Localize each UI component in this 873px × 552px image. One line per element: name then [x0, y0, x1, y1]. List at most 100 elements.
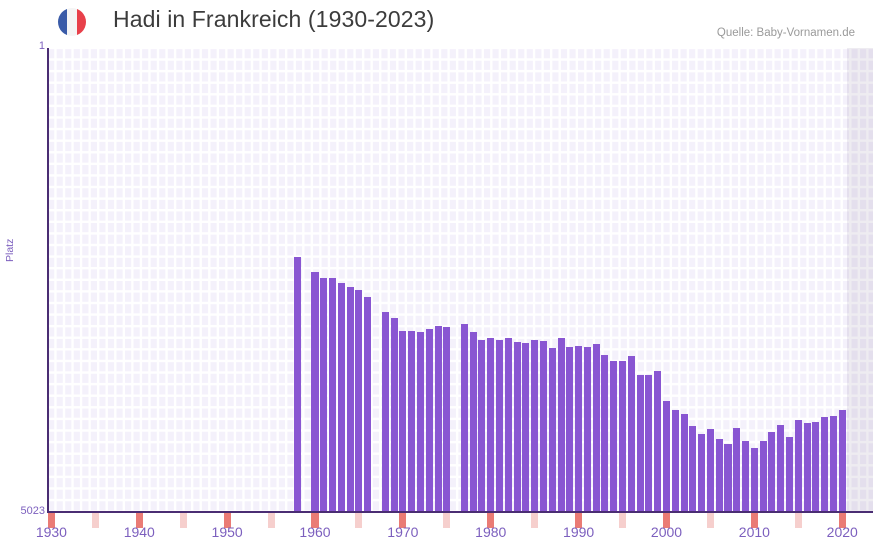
- bar[interactable]: [610, 361, 618, 512]
- x-tick-major: [838, 513, 846, 528]
- bar[interactable]: [390, 317, 398, 512]
- x-tick-minor: [531, 513, 539, 528]
- bar[interactable]: [654, 371, 662, 512]
- bar[interactable]: [671, 410, 679, 512]
- bar[interactable]: [337, 283, 345, 512]
- bar[interactable]: [531, 339, 539, 512]
- bar[interactable]: [627, 355, 635, 512]
- bar[interactable]: [733, 427, 741, 512]
- bar[interactable]: [759, 440, 767, 512]
- bar[interactable]: [399, 330, 407, 512]
- y-axis-label: Platz: [4, 238, 16, 262]
- bar[interactable]: [557, 337, 565, 512]
- x-tick-minor: [267, 513, 275, 528]
- flag-stripe-blue: [58, 8, 68, 36]
- x-axis-tick-label: 1950: [211, 524, 243, 540]
- bar[interactable]: [829, 415, 837, 512]
- bar[interactable]: [662, 400, 670, 512]
- bar[interactable]: [513, 341, 521, 512]
- chart-header: Hadi in Frankreich (1930-2023) Quelle: B…: [0, 0, 873, 44]
- x-tick-minor: [794, 513, 802, 528]
- bar[interactable]: [364, 297, 372, 512]
- x-axis-tick-label: 1930: [35, 524, 67, 540]
- bar[interactable]: [478, 339, 486, 512]
- bar[interactable]: [346, 287, 354, 512]
- no-data-region: [846, 48, 873, 512]
- bar[interactable]: [794, 420, 802, 512]
- bar[interactable]: [575, 346, 583, 512]
- bar[interactable]: [592, 343, 600, 512]
- bar[interactable]: [539, 340, 547, 512]
- bar[interactable]: [777, 424, 785, 512]
- x-tick-minor: [706, 513, 714, 528]
- bar[interactable]: [724, 444, 732, 512]
- bar[interactable]: [408, 330, 416, 512]
- x-tick-major: [399, 513, 407, 528]
- bar[interactable]: [821, 416, 829, 512]
- x-axis-tick-label: 1960: [299, 524, 331, 540]
- y-axis-tick-top: 1: [38, 40, 45, 52]
- x-tick-minor: [355, 513, 363, 528]
- bar[interactable]: [460, 324, 468, 512]
- bar[interactable]: [680, 413, 688, 512]
- x-axis-tick-label: 1970: [387, 524, 419, 540]
- bar[interactable]: [698, 434, 706, 512]
- bar[interactable]: [566, 347, 574, 512]
- x-tick-minor: [443, 513, 451, 528]
- x-axis-tick-label: 1980: [475, 524, 507, 540]
- bar[interactable]: [381, 311, 389, 512]
- x-tick-major: [487, 513, 495, 528]
- x-tick-minor: [619, 513, 627, 528]
- x-axis-tick-label: 2010: [738, 524, 770, 540]
- bar[interactable]: [487, 338, 495, 512]
- bar[interactable]: [434, 326, 442, 512]
- x-tick-major: [662, 513, 670, 528]
- bar[interactable]: [425, 329, 433, 512]
- x-tick-major: [575, 513, 583, 528]
- bar[interactable]: [689, 425, 697, 512]
- x-tick-major: [135, 513, 143, 528]
- bar[interactable]: [803, 423, 811, 512]
- bar[interactable]: [583, 346, 591, 512]
- x-axis-tick-label: 2000: [650, 524, 683, 540]
- x-axis-line: [47, 511, 873, 513]
- bar[interactable]: [496, 339, 504, 512]
- page-title: Hadi in Frankreich (1930-2023): [113, 6, 435, 32]
- bar[interactable]: [645, 375, 653, 512]
- bar[interactable]: [355, 289, 363, 512]
- bar[interactable]: [838, 410, 846, 512]
- france-flag-icon: [58, 8, 86, 36]
- flag-stripe-red: [76, 8, 86, 36]
- x-tick-major: [223, 513, 231, 528]
- bar[interactable]: [522, 342, 530, 512]
- bar[interactable]: [469, 332, 477, 512]
- bar[interactable]: [619, 361, 627, 512]
- bar[interactable]: [768, 432, 776, 512]
- x-axis-tick-label: 2020: [826, 524, 858, 540]
- x-tick-major: [750, 513, 758, 528]
- x-tick-major: [311, 513, 319, 528]
- plot-area: [47, 48, 873, 512]
- bar[interactable]: [750, 447, 758, 512]
- source-attribution: Quelle: Baby-Vornamen.de: [716, 27, 855, 39]
- bar[interactable]: [443, 327, 451, 512]
- bar[interactable]: [311, 271, 319, 512]
- bar[interactable]: [329, 277, 337, 512]
- bar[interactable]: [715, 438, 723, 512]
- x-tick-minor: [179, 513, 187, 528]
- bar[interactable]: [601, 354, 609, 512]
- bar[interactable]: [742, 440, 750, 512]
- bar[interactable]: [504, 337, 512, 512]
- bar[interactable]: [636, 374, 644, 512]
- bar[interactable]: [293, 257, 301, 512]
- flag-stripe-white: [67, 8, 77, 36]
- bar[interactable]: [786, 436, 794, 512]
- y-axis-tick-bottom: 5023: [20, 505, 45, 517]
- bar[interactable]: [416, 332, 424, 512]
- bar[interactable]: [812, 422, 820, 512]
- bar[interactable]: [706, 428, 714, 512]
- bar[interactable]: [320, 277, 328, 512]
- bar[interactable]: [548, 348, 556, 512]
- y-axis-line: [47, 48, 49, 512]
